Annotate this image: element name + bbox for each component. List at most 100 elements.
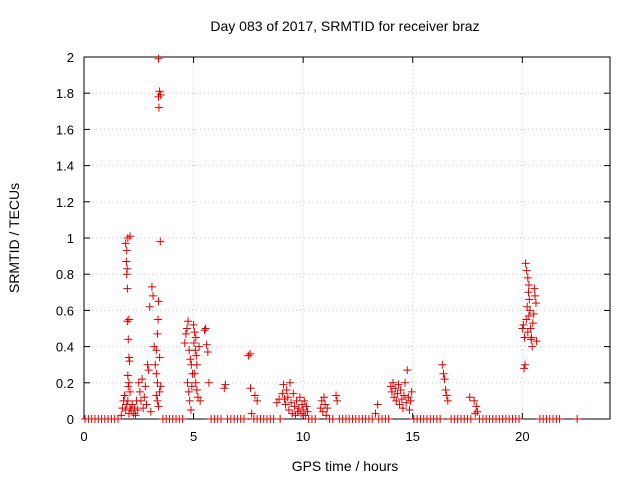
data-point [399, 391, 408, 400]
data-point [191, 378, 200, 387]
data-point [371, 409, 380, 418]
data-point [373, 400, 382, 409]
data-point [192, 386, 201, 395]
data-point [123, 284, 132, 293]
data-point [123, 317, 132, 326]
data-point [405, 405, 414, 414]
data-point [389, 378, 398, 387]
data-point [521, 259, 530, 268]
data-point [398, 404, 407, 413]
data-point [152, 391, 161, 400]
data-point [333, 396, 342, 405]
data-point [125, 357, 134, 366]
y-tick-label: 1.2 [56, 195, 74, 210]
data-point [530, 284, 539, 293]
data-point [156, 91, 165, 100]
data-point [524, 311, 533, 320]
data-point [318, 407, 327, 416]
data-point [126, 387, 135, 396]
data-point [156, 382, 165, 391]
data-point [153, 329, 162, 338]
data-point [443, 396, 452, 405]
data-point [323, 404, 332, 413]
data-point [466, 415, 475, 423]
data-point [124, 353, 133, 362]
data-point [136, 396, 145, 405]
data-point [470, 396, 479, 405]
data-point [246, 349, 255, 358]
data-point [123, 396, 132, 405]
data-point [184, 387, 193, 396]
data-point [143, 360, 152, 369]
data-point [287, 398, 296, 407]
data-point [402, 398, 411, 407]
data-point [322, 411, 331, 420]
data-point [279, 380, 288, 389]
x-tick-label: 10 [296, 429, 310, 444]
data-point [300, 396, 309, 405]
data-point [528, 342, 537, 351]
data-point [290, 402, 299, 411]
data-point [440, 375, 449, 384]
data-point [145, 302, 154, 311]
data-point [519, 320, 528, 329]
data-point [465, 393, 474, 402]
y-tick-label: 0.4 [56, 340, 74, 355]
data-point [515, 415, 524, 423]
data-point [154, 297, 163, 306]
grid [84, 57, 610, 419]
data-point [276, 415, 285, 423]
data-point [154, 54, 163, 63]
data-point [220, 384, 229, 393]
data-point [518, 324, 527, 333]
data-point [403, 366, 412, 375]
y-tick-label: 1.4 [56, 159, 74, 174]
chart-title: Day 083 of 2017, SRMTID for receiver bra… [210, 18, 479, 34]
data-point [113, 415, 122, 423]
data-point [122, 246, 131, 255]
data-point [529, 310, 538, 319]
data-point [282, 386, 291, 395]
data-point [186, 355, 195, 364]
data-point [439, 369, 448, 378]
data-point [196, 396, 205, 405]
data-point [183, 378, 192, 387]
data-point [525, 295, 534, 304]
data-point [121, 239, 130, 248]
data-point [133, 405, 142, 414]
data-point [280, 395, 289, 404]
y-tick-label: 2 [67, 50, 74, 65]
data-point [191, 346, 200, 355]
data-point [303, 407, 312, 416]
data-point [441, 386, 450, 395]
x-tick-label: 5 [190, 429, 197, 444]
data-point [184, 317, 193, 326]
data-point [130, 404, 139, 413]
data-point [192, 351, 201, 360]
data-point [155, 87, 164, 96]
y-tick-label: 0.2 [56, 376, 74, 391]
x-axis-label: GPS time / hours [292, 458, 399, 474]
data-point [284, 405, 293, 414]
data-point [531, 299, 540, 308]
data-point [253, 396, 262, 405]
data-point [204, 378, 213, 387]
data-point [401, 378, 410, 387]
data-point [391, 384, 400, 393]
data-point [281, 400, 290, 409]
data-point [120, 391, 129, 400]
data-point [122, 270, 131, 279]
data-point [520, 360, 529, 369]
data-point [292, 396, 301, 405]
data-point [299, 405, 308, 414]
y-tick-label: 1 [67, 231, 74, 246]
data-point [406, 396, 415, 405]
data-point [122, 257, 131, 266]
data-point [286, 378, 295, 387]
data-point [246, 384, 255, 393]
data-point [181, 329, 190, 338]
data-point [384, 415, 393, 423]
data-point [395, 400, 404, 409]
